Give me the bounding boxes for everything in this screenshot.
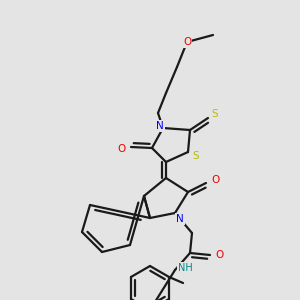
Text: O: O	[212, 175, 220, 185]
Text: O: O	[216, 250, 224, 260]
Text: N: N	[176, 214, 184, 224]
Text: NH: NH	[178, 263, 192, 273]
Text: S: S	[212, 109, 218, 119]
Text: S: S	[193, 151, 199, 161]
Text: N: N	[156, 121, 164, 131]
Text: O: O	[117, 144, 125, 154]
Text: O: O	[183, 37, 191, 47]
